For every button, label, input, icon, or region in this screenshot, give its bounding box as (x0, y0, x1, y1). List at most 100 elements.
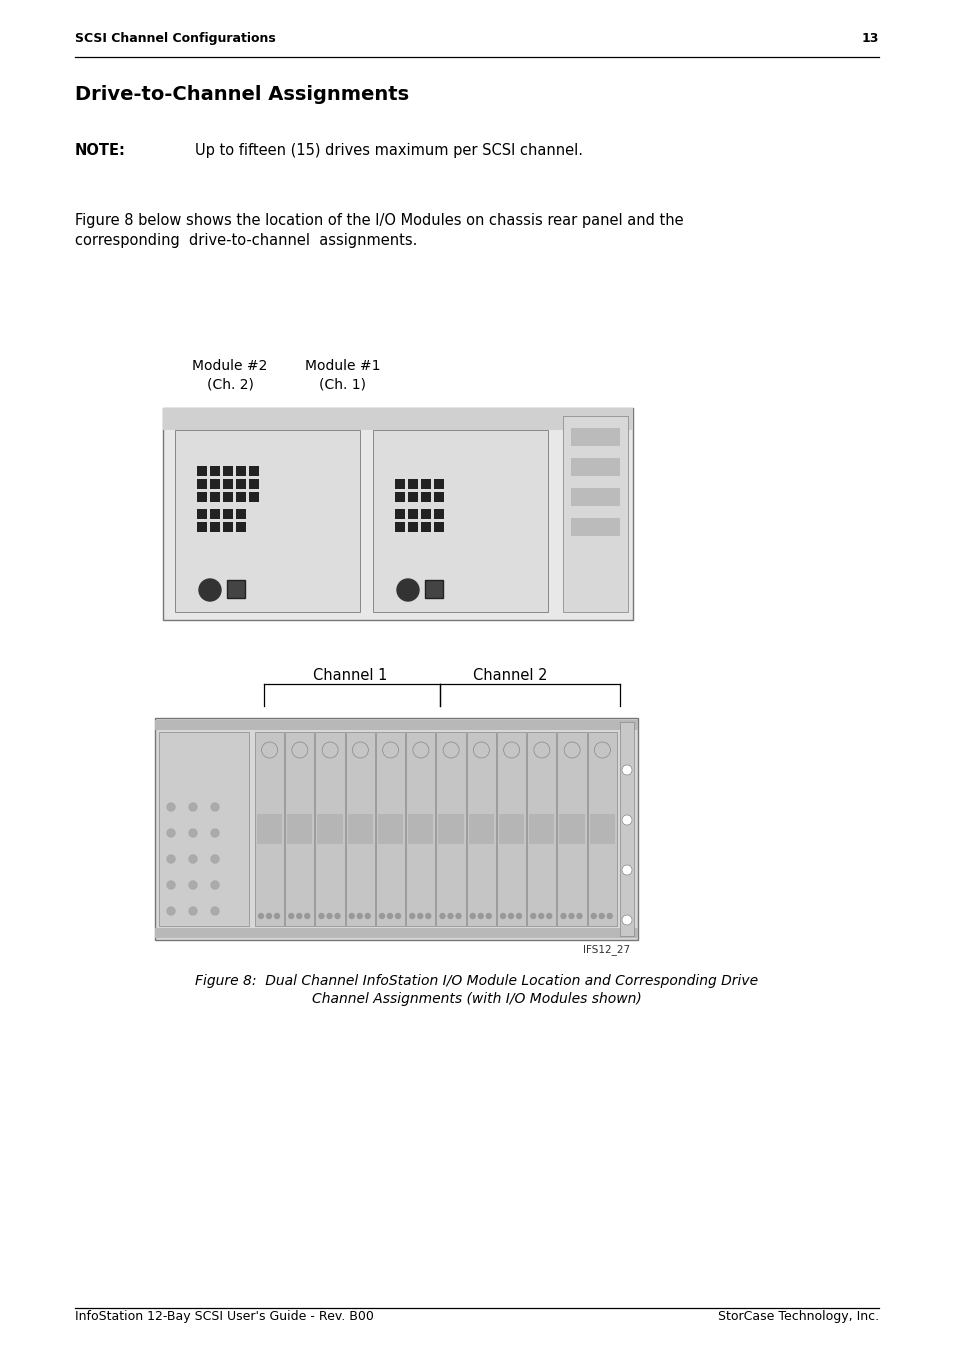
Bar (159, 732, 249, 925)
Circle shape (335, 913, 339, 919)
Bar (223, 522, 233, 533)
Circle shape (470, 913, 475, 919)
Circle shape (199, 579, 221, 601)
Circle shape (211, 830, 219, 836)
Circle shape (189, 856, 196, 862)
Bar (434, 509, 443, 519)
Bar (375, 732, 405, 925)
Bar (163, 408, 633, 620)
Circle shape (530, 913, 536, 919)
Circle shape (538, 913, 543, 919)
Circle shape (258, 913, 263, 919)
Circle shape (304, 913, 310, 919)
Circle shape (621, 815, 631, 826)
Text: (Ch. 1): (Ch. 1) (319, 376, 366, 392)
Circle shape (417, 913, 422, 919)
Circle shape (486, 913, 491, 919)
Bar (227, 580, 245, 598)
Circle shape (621, 914, 631, 925)
Bar (210, 479, 220, 489)
Bar (420, 479, 431, 489)
Text: InfoStation 12-Bay SCSI User's Guide - Rev. B00: InfoStation 12-Bay SCSI User's Guide - R… (75, 1310, 374, 1322)
Bar (498, 815, 524, 845)
Circle shape (296, 913, 301, 919)
Circle shape (211, 882, 219, 888)
Circle shape (189, 830, 196, 836)
Text: Channel Assignments (with I/O Modules shown): Channel Assignments (with I/O Modules sh… (312, 993, 641, 1006)
Circle shape (387, 913, 392, 919)
Text: Up to fifteen (15) drives maximum per SCSI channel.: Up to fifteen (15) drives maximum per SC… (194, 142, 582, 157)
Bar (235, 491, 246, 502)
Bar (315, 732, 344, 925)
Circle shape (167, 856, 174, 862)
Circle shape (318, 913, 324, 919)
Bar (377, 815, 403, 845)
Circle shape (211, 908, 219, 914)
Circle shape (274, 913, 279, 919)
Bar (434, 491, 443, 502)
Bar (468, 815, 494, 845)
Circle shape (327, 913, 332, 919)
Bar (154, 720, 638, 730)
Bar (557, 732, 586, 925)
Text: Drive-to-Channel Assignments: Drive-to-Channel Assignments (75, 85, 409, 104)
Bar (466, 732, 496, 925)
Circle shape (477, 913, 483, 919)
Bar (196, 465, 207, 476)
Bar (395, 522, 405, 533)
Circle shape (211, 804, 219, 810)
Bar (434, 522, 443, 533)
Bar (196, 522, 207, 533)
Bar (210, 522, 220, 533)
Bar (210, 509, 220, 519)
Circle shape (189, 804, 196, 810)
Bar (395, 509, 405, 519)
Bar (373, 430, 547, 612)
Circle shape (621, 765, 631, 775)
Circle shape (167, 804, 174, 810)
Bar (408, 815, 433, 845)
Text: Module #1: Module #1 (305, 359, 380, 372)
Bar (154, 928, 638, 938)
Bar (527, 732, 556, 925)
Bar (317, 815, 342, 845)
Text: Figure 8 below shows the location of the I/O Modules on chassis rear panel and t: Figure 8 below shows the location of the… (75, 214, 683, 229)
Bar (163, 408, 633, 430)
Bar (420, 509, 431, 519)
Bar (154, 717, 638, 941)
Text: Figure 8:  Dual Channel InfoStation I/O Module Location and Corresponding Drive: Figure 8: Dual Channel InfoStation I/O M… (195, 973, 758, 988)
Bar (408, 522, 417, 533)
Circle shape (516, 913, 521, 919)
Bar (408, 479, 417, 489)
Circle shape (607, 913, 612, 919)
Circle shape (508, 913, 513, 919)
Bar (249, 479, 258, 489)
Circle shape (356, 913, 362, 919)
Circle shape (560, 913, 565, 919)
Circle shape (167, 882, 174, 888)
Bar (235, 479, 246, 489)
Circle shape (448, 913, 453, 919)
Bar (210, 465, 220, 476)
Bar (235, 509, 246, 519)
Text: Channel 2: Channel 2 (473, 668, 547, 683)
Circle shape (621, 865, 631, 875)
Bar (420, 522, 431, 533)
Bar (571, 487, 619, 507)
Circle shape (439, 913, 444, 919)
Text: NOTE:: NOTE: (75, 142, 126, 157)
Bar (285, 732, 314, 925)
Bar (436, 732, 465, 925)
Bar (196, 491, 207, 502)
Bar (223, 491, 233, 502)
Bar (254, 732, 284, 925)
Circle shape (189, 882, 196, 888)
Bar (497, 732, 526, 925)
Bar (424, 580, 442, 598)
Bar (196, 509, 207, 519)
Circle shape (456, 913, 460, 919)
Bar (408, 491, 417, 502)
Bar (345, 732, 375, 925)
Bar (256, 815, 282, 845)
Bar (438, 815, 463, 845)
